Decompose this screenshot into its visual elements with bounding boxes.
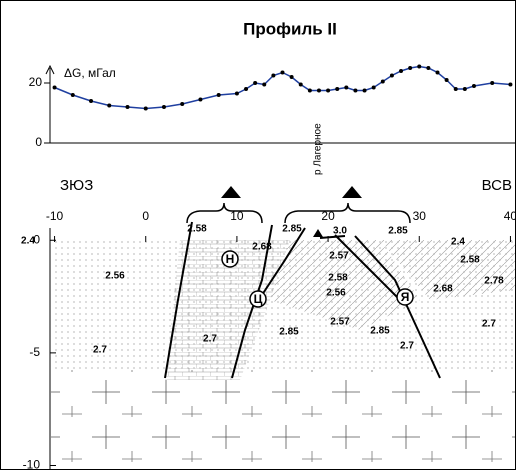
point (462, 87, 467, 91)
density-label: 2.78 (484, 276, 504, 287)
y-tick-label: 0 (35, 135, 42, 149)
density-label: 2.68 (252, 242, 272, 253)
section-fill (51, 240, 515, 469)
point (380, 79, 385, 84)
density-label: 2.7 (400, 341, 414, 352)
point (435, 70, 440, 75)
density-label: 2.4 (21, 236, 35, 247)
brackets (186, 202, 411, 224)
point (444, 78, 449, 82)
density-label: 2.7 (93, 345, 107, 356)
unit-circle (221, 250, 239, 268)
y-tick-label: -10 (23, 458, 41, 470)
point (362, 88, 367, 93)
marker (221, 186, 241, 198)
point (89, 99, 94, 103)
x-tick-label: 0 (142, 209, 149, 223)
point (234, 91, 239, 96)
y-tick-label: -5 (29, 345, 40, 359)
point (244, 87, 249, 91)
unit-label: Ц (254, 292, 263, 306)
density-label: 2.58 (328, 273, 348, 284)
marker (342, 186, 362, 198)
density-label: 2.58 (460, 255, 480, 266)
point (262, 82, 267, 87)
point (52, 85, 57, 90)
y-tick-label: 20 (29, 75, 43, 89)
point (371, 85, 376, 90)
point (271, 73, 276, 78)
direction-right: ВСВ (482, 177, 512, 194)
point (307, 88, 312, 93)
point (326, 88, 331, 93)
y-tick-label: 0 (33, 232, 40, 246)
density-label: 2.56 (326, 288, 346, 299)
density-label: 3.0 (333, 226, 347, 237)
point (280, 70, 285, 75)
point (389, 73, 394, 78)
density-label: 2.85 (279, 327, 299, 338)
point (490, 81, 495, 85)
point (298, 82, 303, 87)
point (335, 87, 340, 91)
point (216, 93, 221, 97)
unit-label: Я (401, 290, 410, 304)
density-label: 2.7 (482, 319, 496, 330)
title: Профиль II (243, 19, 337, 38)
density-label: 2.85 (388, 226, 408, 237)
point (408, 66, 413, 70)
x-tick-label: -10 (46, 209, 64, 223)
point (161, 105, 166, 109)
x-tick-label: 20 (321, 209, 335, 223)
y-axis-label: ΔG, мГал (64, 66, 116, 80)
river-label: р Лагерное (313, 123, 324, 175)
y-axis (45, 64, 55, 143)
point (143, 106, 148, 111)
direction-left: ЗЮЗ (60, 177, 93, 194)
point (125, 105, 130, 109)
point (426, 66, 431, 70)
x-tick-label: 10 (230, 209, 244, 223)
density-label: 2.68 (433, 284, 453, 295)
x-tick-label: 30 (413, 209, 427, 223)
point (253, 81, 258, 85)
point (107, 103, 112, 108)
point (353, 88, 358, 93)
point (344, 85, 349, 90)
density-label: 2.7 (203, 334, 217, 345)
unit-label: Н (226, 252, 235, 266)
point (508, 82, 513, 87)
point (417, 64, 422, 69)
point (289, 75, 294, 79)
point (180, 102, 185, 106)
density-label: 2.85 (282, 224, 302, 235)
unit-circle (249, 290, 267, 308)
point (316, 88, 321, 93)
density-label: 2.58 (187, 224, 207, 235)
point (471, 84, 476, 88)
point (399, 69, 404, 73)
point (198, 97, 203, 102)
point (453, 87, 458, 91)
density-label: 2.57 (330, 317, 350, 328)
density-label: 2.4 (451, 237, 465, 248)
marker (313, 229, 323, 237)
x-tick-label: 40 (504, 209, 516, 223)
point (70, 93, 75, 97)
density-label: 2.57 (329, 251, 349, 262)
density-label: 2.56 (105, 271, 125, 282)
density-label: 2.85 (370, 326, 390, 337)
unit-circle (396, 288, 414, 306)
